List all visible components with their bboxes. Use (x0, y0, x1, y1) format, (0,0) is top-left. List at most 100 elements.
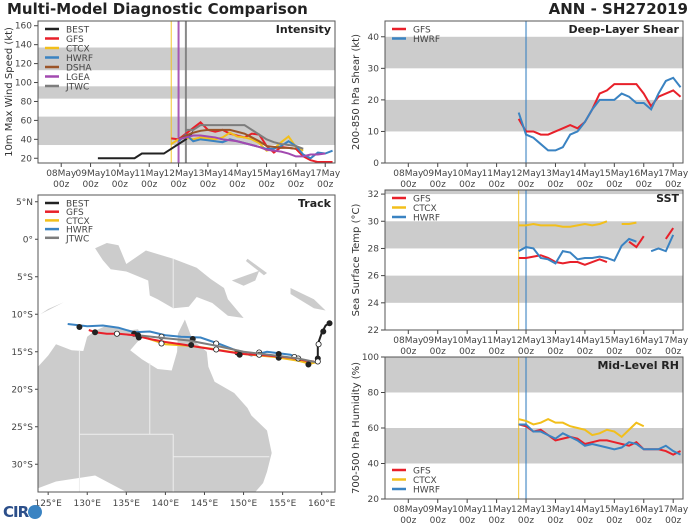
y-tick-label: 24 (368, 299, 380, 309)
x-tick-label: 00z (141, 180, 157, 190)
rh-panel: 08May00z09May00z10May00z11May00z12May00z… (351, 353, 689, 525)
x-tick-label: 135°E (113, 499, 141, 509)
legend-label: GFS (413, 26, 431, 36)
y-tick-label: 5°S (17, 273, 33, 283)
x-tick-label: 10May (105, 169, 136, 179)
x-tick-label: 17May (658, 505, 689, 515)
x-tick-label: 00z (577, 347, 593, 357)
x-tick-label: 16May (281, 169, 312, 179)
x-tick-label: 150°E (230, 499, 258, 509)
x-tick-label: 00z (606, 516, 622, 525)
x-tick-label: 00z (400, 347, 416, 357)
x-tick-label: 09May (76, 169, 107, 179)
legend-label: JTWC (65, 83, 89, 93)
panel-title: Track (298, 197, 332, 210)
rh-frame (384, 356, 684, 500)
track-marker (135, 332, 142, 339)
legend-label: GFS (413, 467, 431, 477)
shear-plot-area (385, 21, 683, 163)
legend-label: BEST (66, 26, 90, 36)
x-tick-label: 00z (288, 180, 304, 190)
storm-id: ANN - SH272019 (548, 0, 688, 18)
legend-label: CTCX (413, 476, 437, 486)
land-newireland (245, 258, 267, 276)
legend-label: GFS (66, 208, 84, 218)
x-tick-label: 08May (393, 336, 424, 346)
x-tick-label: 125°E (34, 499, 62, 509)
sst-series-ctcx (518, 220, 608, 228)
y-tick-label: 0 (373, 159, 379, 169)
y-tick-label: 40 (21, 135, 33, 145)
y-tick-label: 120 (15, 60, 32, 70)
x-tick-label: 00z (53, 180, 69, 190)
land-newbritain (231, 270, 260, 286)
x-tick-label: 11May (482, 505, 513, 515)
x-tick-label: 14May (570, 505, 601, 515)
x-tick-label: 13May (540, 336, 571, 346)
intensity-series-ctcx (170, 131, 304, 152)
y-tick-label: 0° (23, 235, 33, 245)
x-tick-label: 00z (400, 180, 416, 190)
sst-series-gfs (665, 227, 675, 240)
x-tick-label: 00z (317, 180, 333, 190)
legend-label: LGEA (66, 73, 91, 83)
x-tick-label: 17May (310, 169, 341, 179)
y-tick-label: 20 (368, 96, 380, 106)
shaded-band (385, 428, 683, 464)
x-tick-label: 00z (489, 516, 505, 525)
x-tick-label: 12May (511, 169, 542, 179)
x-tick-label: 00z (606, 180, 622, 190)
x-tick-label: 00z (430, 180, 446, 190)
y-tick-label: 10 (368, 127, 380, 137)
y-axis-label: 10m Max Wind Speed (kt) (4, 27, 15, 157)
x-tick-label: 00z (459, 516, 475, 525)
y-tick-label: 22 (368, 326, 379, 336)
y-tick-label: 20°S (11, 385, 33, 395)
track-panel: 125°E 130°E 135°E 140°E 145°E 150°E 155°E 160°E… (11, 194, 336, 509)
y-tick-label: 100 (15, 79, 32, 89)
sst-series-ctcx (621, 221, 637, 225)
x-tick-label: 00z (258, 180, 274, 190)
intensity-series-lgea (178, 134, 326, 158)
y-tick-label: 30 (368, 64, 380, 74)
track-marker (113, 330, 120, 337)
track-marker (76, 323, 83, 330)
x-tick-label: 13May (540, 505, 571, 515)
intensity-plot-area (38, 21, 335, 163)
x-tick-label: 11May (134, 169, 165, 179)
x-tick-label: 16May (629, 336, 660, 346)
track-jtwc (137, 334, 317, 364)
x-tick-label: 09May (423, 505, 454, 515)
y-tick-label: 28 (368, 244, 380, 254)
x-tick-label: 17May (658, 336, 689, 346)
x-tick-label: 15May (599, 169, 630, 179)
x-tick-label: 00z (170, 180, 186, 190)
y-tick-label: 40 (368, 460, 380, 470)
y-tick-label: 80 (368, 389, 380, 399)
legend-label: DSHA (66, 64, 92, 74)
x-tick-label: 160°E (308, 499, 336, 509)
y-tick-label: 30°S (11, 460, 33, 470)
shaded-band (385, 275, 683, 303)
x-tick-label: 15May (599, 505, 630, 515)
x-tick-label: 00z (577, 180, 593, 190)
intensity-frame (37, 20, 336, 164)
x-tick-label: 12May (511, 505, 542, 515)
x-tick-label: 14May (570, 169, 601, 179)
x-tick-label: 00z (400, 516, 416, 525)
y-tick-label: 25°S (11, 423, 33, 433)
sst-series-gfs (628, 235, 645, 249)
x-tick-label: 13May (540, 169, 571, 179)
intensity-series-gfs (171, 120, 333, 163)
x-tick-label: 09May (423, 169, 454, 179)
x-tick-label: 00z (547, 347, 563, 357)
y-tick-label: 5°N (16, 198, 33, 208)
track-marker (92, 329, 99, 336)
intensity-series-best (97, 131, 194, 160)
x-tick-label: 00z (665, 516, 681, 525)
track-marker (315, 341, 322, 348)
land-solomons (290, 288, 326, 311)
legend-label: CTCX (66, 45, 90, 55)
y-tick-label: 26 (368, 272, 380, 282)
x-tick-label: 00z (518, 180, 534, 190)
